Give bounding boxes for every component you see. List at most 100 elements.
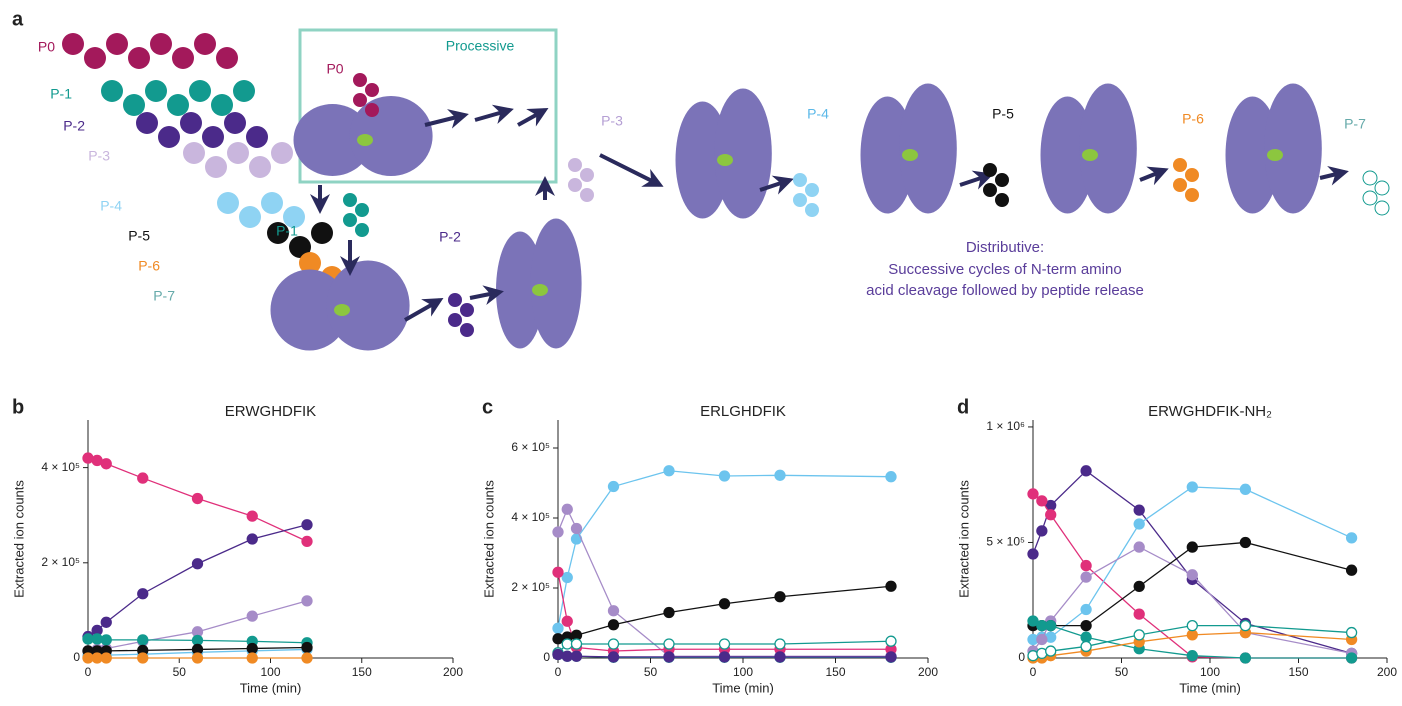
y-axis-label: Extracted ion counts [956,480,971,598]
data-point [664,466,674,476]
residue [180,112,202,134]
residue [793,173,807,187]
x-tick-label: 0 [1030,665,1037,679]
residue [983,163,997,177]
y-tick-label: 6 × 10⁵ [511,440,550,454]
residue [158,126,180,148]
data-point [138,589,148,599]
data-point [101,617,111,627]
residue [353,93,367,107]
data-point [886,652,896,662]
legend-label: P-7 [153,288,175,304]
residue [183,142,205,164]
residue [995,193,1009,207]
residue [1363,191,1377,205]
residue [233,80,255,102]
chart-title: ERWGHDFIK-NH₂ [1148,403,1272,420]
residue [167,94,189,116]
residue [580,188,594,202]
enzyme [1079,84,1137,214]
residue [448,293,462,307]
panel-label: d [957,396,969,418]
data-point [664,652,674,662]
residue [123,94,145,116]
legend-label: P-5 [128,228,150,244]
data-point [775,652,785,662]
residue [150,33,172,55]
residue [205,156,227,178]
processive-label: Processive [446,38,515,54]
data-point [720,639,730,649]
series-line [558,586,891,639]
x-axis-label: Time (min) [240,680,302,695]
residue [1363,171,1377,185]
y-tick-label: 4 × 10⁵ [511,510,550,524]
y-tick-label: 0 [1018,650,1025,664]
data-point [1347,565,1357,575]
data-point [572,524,582,534]
step-label: P-5 [992,106,1014,122]
data-point [1347,628,1357,638]
y-tick-label: 1 × 10⁶ [986,419,1025,433]
data-point [720,599,730,609]
data-point [1046,510,1056,520]
data-point [775,592,785,602]
data-point [247,611,257,621]
step-label: P-6 [1182,111,1204,127]
x-tick-label: 100 [260,665,280,679]
x-axis-label: Time (min) [1179,680,1241,695]
data-point [1081,561,1091,571]
active-site [717,154,733,166]
data-point [664,639,674,649]
step-label: P-2 [439,229,461,245]
data-point [1134,581,1144,591]
residue [189,80,211,102]
data-point [562,573,572,583]
residue [805,203,819,217]
data-point [609,639,619,649]
data-point [553,650,563,660]
data-point [1187,630,1197,640]
y-tick-label: 0 [543,650,550,664]
data-point [553,623,563,633]
data-point [1081,641,1091,651]
data-point [1037,635,1047,645]
active-site [902,149,918,161]
data-point [1081,632,1091,642]
data-point [1134,519,1144,529]
residue [271,142,293,164]
residue [62,33,84,55]
x-tick-label: 50 [1115,665,1129,679]
residue [995,173,1009,187]
data-point [1187,621,1197,631]
legend-label: P-2 [63,118,85,134]
arrow [1320,172,1345,178]
residue [805,183,819,197]
residue [84,47,106,69]
residue [128,47,150,69]
series-line [1033,487,1352,640]
step-label: P0 [326,61,343,77]
data-point [193,559,203,569]
x-tick-label: 0 [555,665,562,679]
residue [793,193,807,207]
distributive-text: acid cleavage followed by peptide releas… [866,282,1144,299]
data-point [1037,496,1047,506]
series-line [558,509,891,656]
data-point [302,596,312,606]
residue [136,112,158,134]
data-point [247,643,257,653]
data-point [1347,653,1357,663]
residue [246,126,268,148]
enzyme [530,219,581,349]
data-point [1028,549,1038,559]
data-point [1037,526,1047,536]
x-tick-label: 150 [825,665,845,679]
data-point [247,653,257,663]
data-point [1134,630,1144,640]
active-site [357,134,373,146]
residue [568,178,582,192]
chart-title: ERLGHDFIK [700,403,786,420]
x-tick-label: 200 [443,665,463,679]
residue [1185,168,1199,182]
